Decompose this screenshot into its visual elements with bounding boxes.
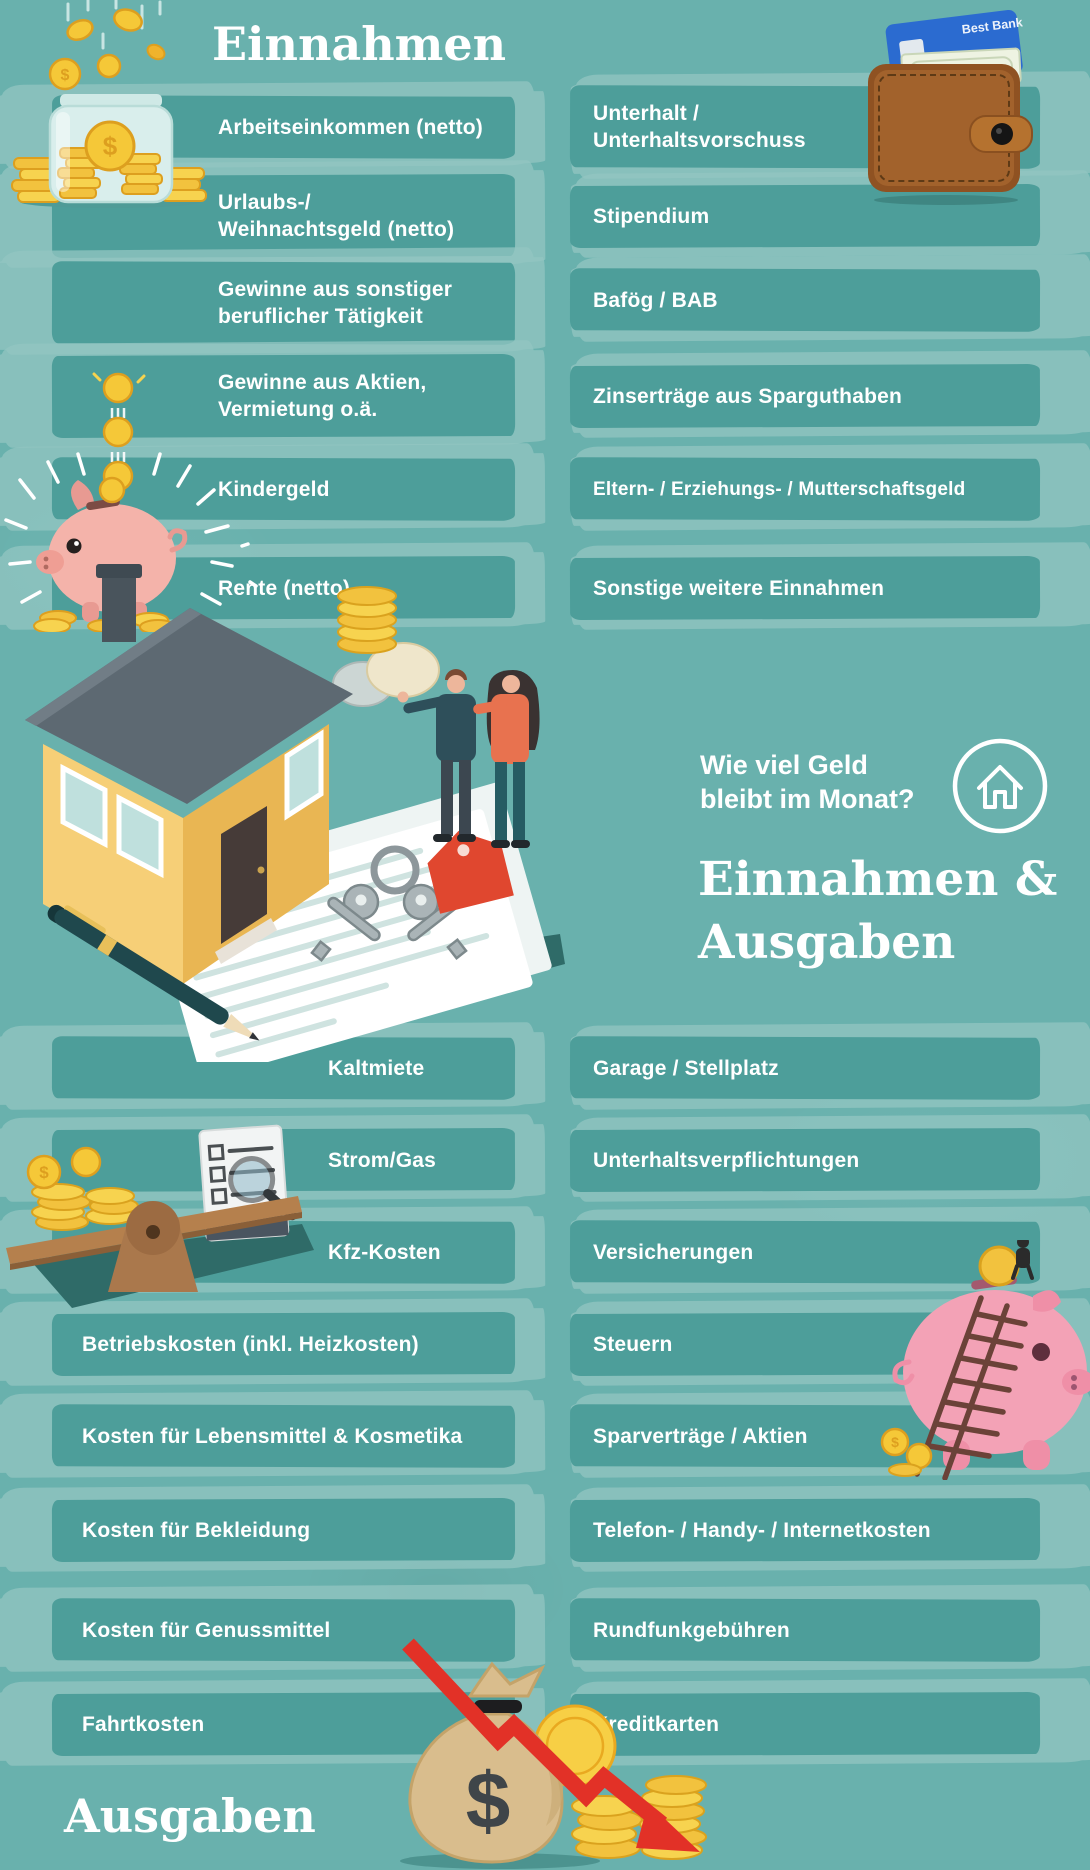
income-label: Eltern- / Erziehungs- / Mutterschaftsgel… bbox=[593, 478, 966, 500]
person-man bbox=[397, 669, 476, 842]
wallet-icon: Best Bank bbox=[868, 9, 1033, 205]
expense-row: Fahrtkosten bbox=[1, 1678, 536, 1766]
expense-row: Steuern bbox=[569, 1298, 1090, 1386]
expense-label: Kreditkarten bbox=[593, 1712, 720, 1736]
expense-row: Kreditkarten bbox=[569, 1678, 1090, 1766]
house-contract-scene bbox=[25, 564, 565, 1062]
expense-label: Telefon- / Handy- / Internetkosten bbox=[593, 1518, 931, 1542]
expense-row: Kosten für Genussmittel bbox=[1, 1584, 536, 1672]
wallet-shadow bbox=[874, 195, 1018, 205]
dollar-coin-symbol: $ bbox=[891, 1434, 899, 1450]
bag-dollar-symbol: $ bbox=[466, 1756, 511, 1845]
expense-label: Unterhaltsverpflichtungen bbox=[593, 1148, 860, 1172]
money-jar-icon: $ $ bbox=[11, 0, 207, 208]
expense-row: Strom/Gas bbox=[1, 1114, 536, 1202]
income-title: Einnahmen bbox=[212, 17, 507, 71]
expense-label: Steuern bbox=[593, 1332, 673, 1356]
income-row: Unterhalt / Unterhaltsvorschuss bbox=[569, 71, 1090, 179]
income-row: Gewinne aus sonstiger beruflicher Tätigk… bbox=[1, 247, 536, 355]
center-question: Wie viel Geld bleibt im Monat? bbox=[700, 750, 915, 814]
expense-row: Kaltmiete bbox=[1, 1022, 536, 1110]
expense-row: Kosten für Bekleidung bbox=[1, 1484, 536, 1572]
expense-row: Kfz-Kosten bbox=[1, 1206, 536, 1294]
money-bag-arrow-icon: $ bbox=[400, 1638, 707, 1869]
crash-arrow bbox=[402, 1638, 700, 1852]
income-label: Zinserträge aus Sparguthaben bbox=[593, 384, 903, 408]
expense-label: Sparverträge / Aktien bbox=[593, 1424, 808, 1448]
expense-row: Unterhaltsverpflichtungen bbox=[569, 1114, 1090, 1202]
scattered-coins: $ bbox=[880, 1427, 933, 1477]
expense-row: Versicherungen bbox=[569, 1206, 1090, 1294]
coin-stack bbox=[332, 586, 440, 707]
house-keychain bbox=[427, 830, 514, 914]
expense-label: Strom/Gas bbox=[328, 1148, 436, 1172]
pen-icon bbox=[47, 904, 260, 1041]
piggy bbox=[892, 1245, 1090, 1470]
home-icon bbox=[952, 738, 1048, 834]
income-label: Arbeitseinkommen (netto) bbox=[218, 115, 483, 139]
income-row: Urlaubs-/ Weihnachtsgeld (netto) bbox=[1, 160, 536, 268]
expense-row: Sparverträge / Aktien bbox=[569, 1390, 1090, 1478]
income-label: Stipendium bbox=[593, 204, 710, 228]
home-outline bbox=[977, 765, 1023, 809]
dollar-coin-symbol: $ bbox=[61, 67, 70, 84]
expense-label: Kaltmiete bbox=[328, 1056, 425, 1080]
expense-label: Garage / Stellplatz bbox=[593, 1056, 779, 1080]
expense-label: Kfz-Kosten bbox=[328, 1240, 441, 1264]
income-row: Kindergeld bbox=[1, 443, 536, 531]
income-label: Unterhalt / Unterhaltsvorschuss bbox=[593, 102, 806, 152]
expense-label: Rundfunkgebühren bbox=[593, 1618, 790, 1642]
expense-label: Fahrtkosten bbox=[82, 1712, 205, 1736]
income-row: Bafög / BAB bbox=[569, 254, 1090, 342]
coin-pile: $ bbox=[26, 1146, 139, 1231]
rays bbox=[4, 452, 258, 606]
income-label: Gewinne aus Aktien, Vermietung o.ä. bbox=[218, 371, 427, 421]
person-woman bbox=[473, 670, 540, 848]
income-label: Bafög / BAB bbox=[593, 288, 718, 312]
expense-label: Versicherungen bbox=[593, 1240, 754, 1264]
tiny-person bbox=[1011, 1240, 1034, 1280]
income-row: Gewinne aus Aktien, Vermietung o.ä. bbox=[1, 340, 536, 448]
income-row: Stipendium bbox=[569, 170, 1090, 258]
piggy-bank-icon bbox=[4, 372, 258, 632]
expense-row: Telefon- / Handy- / Internetkosten bbox=[569, 1484, 1090, 1572]
income-label: Sonstige weitere Einnahmen bbox=[593, 576, 885, 600]
glass-jar: $ bbox=[48, 94, 174, 204]
expense-label: Kosten für Bekleidung bbox=[82, 1518, 311, 1542]
dollar-coin-symbol: $ bbox=[103, 131, 118, 161]
falling-coins bbox=[92, 372, 146, 492]
center-heading: Einnahmen & Ausgaben bbox=[698, 852, 1058, 970]
expense-row: Rundfunkgebühren bbox=[569, 1584, 1090, 1672]
income-row: Arbeitseinkommen (netto) bbox=[1, 81, 536, 169]
wallet-body bbox=[868, 64, 1033, 192]
income-label: Gewinne aus sonstiger beruflicher Tätigk… bbox=[218, 278, 453, 328]
falling-coins: $ bbox=[48, 0, 166, 91]
income-label: Urlaubs-/ Weihnachtsgeld (netto) bbox=[218, 191, 455, 241]
piggy bbox=[36, 476, 188, 622]
income-row: Eltern- / Erziehungs- / Mutterschaftsgel… bbox=[569, 443, 1090, 531]
door-step bbox=[215, 918, 277, 964]
income-row: Zinserträge aus Sparguthaben bbox=[569, 350, 1090, 438]
expense-row: Kosten für Lebensmittel & Kosmetika bbox=[1, 1390, 536, 1478]
expense-label: Betriebskosten (inkl. Heizkosten) bbox=[82, 1332, 419, 1356]
piggy-ladder-icon: $ bbox=[880, 1240, 1090, 1480]
income-label: Kindergeld bbox=[218, 477, 330, 501]
expense-row: Garage / Stellplatz bbox=[569, 1022, 1090, 1110]
dollar-coin-symbol: $ bbox=[39, 1163, 49, 1182]
expense-label: Kosten für Genussmittel bbox=[82, 1618, 331, 1642]
expenses-title: Ausgaben bbox=[64, 1789, 316, 1843]
income-label: Rente (netto) bbox=[218, 576, 351, 600]
seesaw-scale-icon: $ bbox=[6, 1124, 314, 1308]
expense-row: Betriebskosten (inkl. Heizkosten) bbox=[1, 1298, 536, 1386]
coin-stacks bbox=[571, 1775, 707, 1860]
money-bag: $ bbox=[408, 1661, 564, 1864]
seesaw-fulcrum bbox=[108, 1201, 198, 1292]
income-row: Sonstige weitere Einnahmen bbox=[569, 542, 1090, 630]
expense-label: Kosten für Lebensmittel & Kosmetika bbox=[82, 1424, 463, 1448]
income-row: Rente (netto) bbox=[1, 542, 536, 630]
